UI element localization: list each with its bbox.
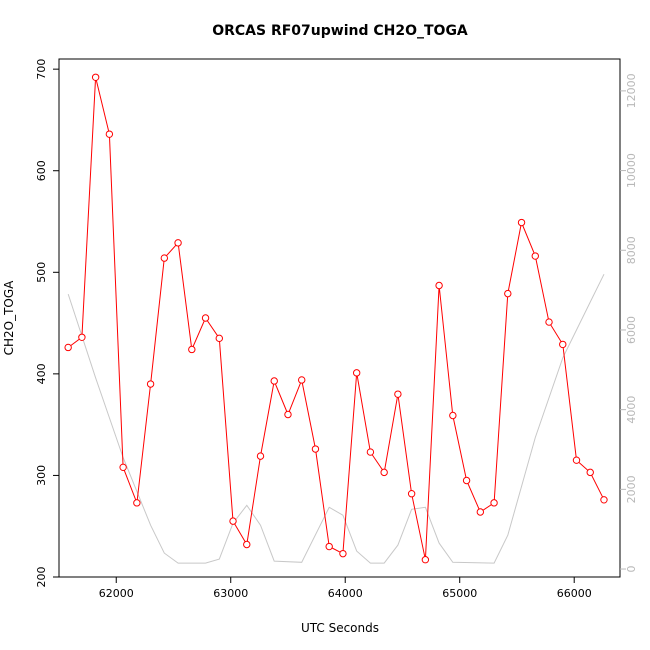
y-axis-left: 200 300 400 500 600 700 <box>35 59 59 588</box>
y-tick-label: 200 <box>35 567 48 588</box>
data-point <box>572 456 581 464</box>
data-point <box>559 340 567 349</box>
y2-tick-label: 8000 <box>625 236 638 264</box>
data-point <box>449 411 457 420</box>
x-tick-label: 65000 <box>442 587 477 600</box>
data-point <box>105 130 114 138</box>
data-point <box>188 345 196 354</box>
data-point <box>462 476 471 485</box>
data-point <box>435 281 443 290</box>
data-point <box>229 517 237 525</box>
data-point <box>586 468 594 477</box>
data-point <box>394 390 402 398</box>
data-point <box>325 542 333 551</box>
series-red-line <box>64 73 608 564</box>
data-point <box>311 445 320 453</box>
data-point <box>600 496 608 504</box>
y-tick-label: 300 <box>35 465 48 486</box>
data-point <box>119 463 127 472</box>
data-point <box>407 490 416 498</box>
data-point <box>504 289 512 298</box>
data-point <box>352 369 361 377</box>
series-line <box>67 273 605 564</box>
data-point <box>298 376 306 384</box>
plot-border <box>58 58 621 578</box>
x-tick-label: 62000 <box>99 587 134 600</box>
data-point <box>201 314 210 322</box>
y-tick-label: 400 <box>35 363 48 384</box>
plot-frame <box>58 58 621 578</box>
x-axis-label: UTC Seconds <box>301 621 379 635</box>
data-point <box>545 318 553 326</box>
data-point <box>146 380 155 388</box>
data-point <box>64 343 72 352</box>
x-tick-label: 66000 <box>557 587 592 600</box>
data-point <box>380 468 388 477</box>
x-tick-label: 64000 <box>328 587 363 600</box>
y-tick-label: 700 <box>35 59 48 80</box>
data-point <box>174 239 182 247</box>
y2-tick-label: 2000 <box>625 475 638 503</box>
data-point <box>78 333 86 341</box>
data-point <box>91 73 100 81</box>
y2-tick-label: 4000 <box>625 396 638 424</box>
data-point <box>476 508 485 516</box>
data-point <box>517 218 526 227</box>
series-line <box>67 77 605 560</box>
data-point <box>366 448 375 456</box>
y2-tick-label: 0 <box>625 566 638 573</box>
data-point <box>160 254 169 262</box>
y-axis-label: CH2O_TOGA <box>2 280 16 356</box>
data-point <box>490 499 498 507</box>
series-gray-line <box>67 273 605 564</box>
chart-title: ORCAS RF07upwind CH2O_TOGA <box>212 23 468 39</box>
data-point <box>215 334 223 343</box>
y2-tick-label: 6000 <box>625 316 638 344</box>
data-point <box>256 452 265 460</box>
y-tick-label: 500 <box>35 262 48 283</box>
y-tick-label: 600 <box>35 160 48 181</box>
data-point <box>270 377 278 385</box>
x-axis: 62000 63000 64000 65000 66000 <box>99 577 592 600</box>
data-point <box>133 499 141 507</box>
y2-tick-label: 12000 <box>625 73 638 108</box>
x-tick-label: 63000 <box>213 587 248 600</box>
data-point <box>243 540 251 549</box>
data-point <box>531 252 539 260</box>
y-axis-right: 0 2000 4000 6000 8000 10000 12000 <box>620 73 638 573</box>
data-point <box>421 556 430 564</box>
y2-tick-label: 10000 <box>625 153 638 188</box>
data-point <box>284 410 292 419</box>
data-point <box>339 549 347 558</box>
